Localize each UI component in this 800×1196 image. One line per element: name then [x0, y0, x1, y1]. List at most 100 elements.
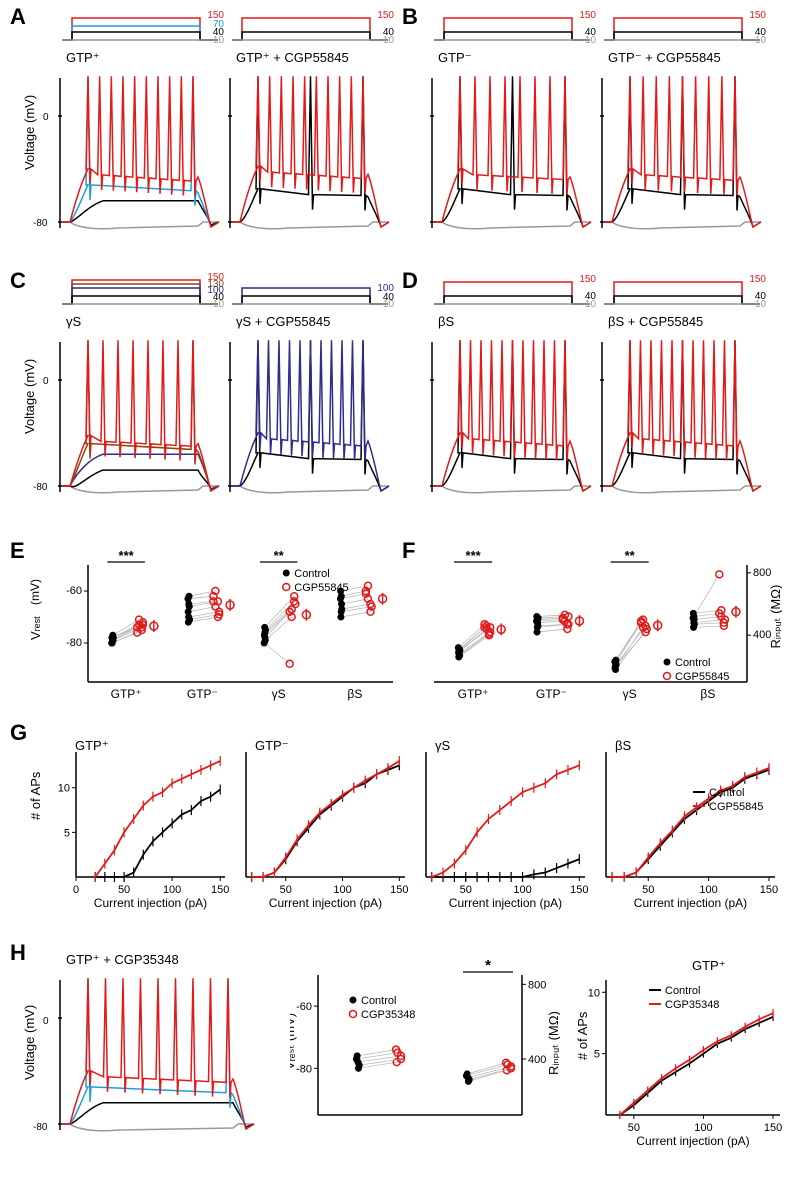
- cond-gtp-neg: GTP⁻: [438, 50, 472, 66]
- svg-text:100: 100: [694, 1122, 712, 1134]
- svg-text:Control: Control: [675, 657, 710, 669]
- panel-label-E: E: [10, 538, 25, 564]
- panel-G-3: 50 100 150 Current injection (pA): [418, 732, 593, 912]
- svg-text:Current injection (pA): Current injection (pA): [269, 896, 382, 910]
- stim-D2: 150 40 -10: [602, 274, 762, 310]
- svg-text:50: 50: [118, 884, 130, 896]
- svg-text:Rᵢₙₚᵤₜ (MΩ): Rᵢₙₚᵤₜ (MΩ): [546, 1011, 560, 1075]
- panel-G-1: 510050100150Current injection (pA): [58, 732, 233, 912]
- stim-C2: 100 40 -10: [230, 274, 390, 310]
- panel-H-scatter: -60 -80 400 800 Vᵣₑₛₜ (mV) Rᵢₙₚᵤₜ (MΩ) * Contro…: [290, 960, 560, 1145]
- svg-text:Current injection (pA): Current injection (pA): [449, 896, 562, 910]
- svg-text:5: 5: [64, 827, 70, 839]
- svg-text:Vᵣₑₛₜ (mV): Vᵣₑₛₜ (mV): [290, 1013, 297, 1070]
- svg-text:100: 100: [163, 884, 181, 896]
- svg-text:CGP35348: CGP35348: [665, 999, 719, 1011]
- svg-text:**: **: [274, 550, 285, 563]
- stim-D1: 150 40 -10: [432, 274, 592, 310]
- svg-text:Control: Control: [361, 995, 396, 1007]
- svg-text:800: 800: [528, 979, 546, 991]
- svg-text:150: 150: [760, 884, 778, 896]
- svg-text:***: ***: [119, 550, 135, 563]
- svg-text:-80: -80: [296, 1063, 312, 1075]
- trace-C1: [58, 332, 223, 502]
- panel-E-chart: -60 -80 *** GTP⁺ GTP⁻ ** γS βS Control CGP55845: [58, 550, 398, 710]
- trace-C2: [228, 332, 393, 502]
- svg-text:GTP⁻: GTP⁻: [536, 687, 567, 701]
- stim-B2: 150 40 -10: [602, 10, 762, 46]
- trace-H: [58, 970, 258, 1140]
- trace-A1: [58, 68, 223, 238]
- ylabel-voltage-A: Voltage (mV): [22, 95, 37, 170]
- svg-text:-60: -60: [66, 585, 82, 597]
- svg-text:100: 100: [333, 884, 351, 896]
- svg-text:CGP35348: CGP35348: [361, 1009, 415, 1021]
- svg-text:50: 50: [642, 884, 654, 896]
- svg-text:Control: Control: [665, 985, 700, 997]
- svg-text:10: 10: [58, 783, 70, 795]
- svg-text:Rᵢₙₚᵤₜ (MΩ): Rᵢₙₚᵤₜ (MΩ): [768, 585, 782, 649]
- panel-label-D: D: [402, 268, 418, 294]
- svg-text:0: 0: [73, 884, 79, 896]
- figure-container: A B C D E F G H 150 70 40 -10 150 40 -10…: [0, 0, 800, 1196]
- svg-text:-60: -60: [296, 1001, 312, 1013]
- svg-text:100: 100: [699, 884, 717, 896]
- cond-gtp-pos-cgp: GTP⁺ + CGP55845: [236, 50, 349, 66]
- panel-label-A: A: [10, 4, 26, 30]
- cond-gammaS: γS: [66, 314, 81, 329]
- svg-text:Current injection (pA): Current injection (pA): [634, 896, 747, 910]
- trace-D2: [600, 332, 765, 502]
- svg-text:**: **: [625, 550, 636, 563]
- svg-text:50: 50: [628, 1122, 640, 1134]
- svg-text:10: 10: [588, 987, 600, 999]
- panel-H-curve: 5 10 50 100 150 Current injection (pA) Control…: [588, 955, 788, 1150]
- panel-F-chart: 400800***GTP⁺GTP⁻**γSβSRᵢₙₚᵤₜ (MΩ)Contro…: [432, 550, 782, 710]
- svg-text:***: ***: [466, 550, 482, 563]
- panel-G-4: 50 100 150 Current injection (pA) Control CGP…: [598, 732, 783, 912]
- svg-text:50: 50: [280, 884, 292, 896]
- stim-A1: 150 70 40 -10: [60, 10, 220, 46]
- svg-text:Current injection (pA): Current injection (pA): [94, 896, 207, 910]
- trace-B1: [430, 68, 595, 238]
- panel-label-H: H: [10, 940, 26, 966]
- cond-gtp-neg-cgp: GTP⁻ + CGP55845: [608, 50, 721, 66]
- cond-gammaS-cgp: γS + CGP55845: [236, 314, 330, 329]
- svg-text:150: 150: [390, 884, 408, 896]
- ylabel-vrest: Vrest: [28, 616, 43, 640]
- svg-text:150: 150: [570, 884, 588, 896]
- stim-C1: 150 130 100 40 -10: [60, 274, 220, 310]
- stim-B1: 150 40 -10: [432, 10, 592, 46]
- panel-label-G: G: [10, 720, 27, 746]
- panel-G-2: 50 100 150 Current injection (pA): [238, 732, 413, 912]
- svg-text:100: 100: [513, 884, 531, 896]
- cond-betaS: βS: [438, 314, 454, 329]
- svg-text:γS: γS: [272, 687, 286, 701]
- svg-text:50: 50: [460, 884, 472, 896]
- svg-text:γS: γS: [623, 687, 637, 701]
- svg-text:βS: βS: [700, 687, 715, 701]
- svg-text:GTP⁺: GTP⁺: [111, 687, 142, 701]
- svg-text:CGP55845: CGP55845: [709, 801, 763, 813]
- panel-label-C: C: [10, 268, 26, 294]
- svg-text:Current injection (pA): Current injection (pA): [636, 1134, 749, 1148]
- trace-B2: [600, 68, 765, 238]
- svg-text:150: 150: [211, 884, 229, 896]
- svg-text:GTP⁻: GTP⁻: [187, 687, 218, 701]
- svg-text:-80: -80: [66, 637, 82, 649]
- svg-text:150: 150: [764, 1122, 782, 1134]
- svg-text:400: 400: [528, 1054, 546, 1066]
- trace-D1: [430, 332, 595, 502]
- ylabel-voltage-C: Voltage (mV): [22, 359, 37, 434]
- svg-text:*: *: [485, 960, 491, 974]
- stim-A2: 150 40 -10: [230, 10, 390, 46]
- svg-text:5: 5: [594, 1049, 600, 1061]
- svg-text:GTP⁺: GTP⁺: [458, 687, 489, 701]
- svg-text:Control: Control: [709, 787, 744, 799]
- svg-text:CGP55845: CGP55845: [294, 582, 348, 594]
- svg-text:Control: Control: [294, 568, 329, 580]
- cond-betaS-cgp: βS + CGP55845: [608, 314, 703, 329]
- cond-gtp-pos-cgp35: GTP⁺ + CGP35348: [66, 952, 179, 968]
- svg-text:CGP55845: CGP55845: [675, 671, 729, 683]
- cond-gtp-pos: GTP⁺: [66, 50, 100, 66]
- svg-text:βS: βS: [347, 687, 362, 701]
